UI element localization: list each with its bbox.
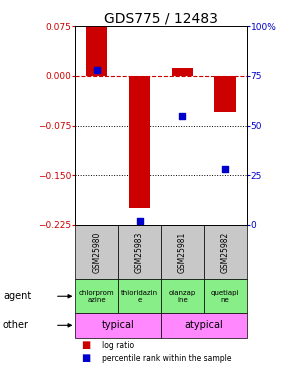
Text: atypical: atypical	[184, 320, 223, 330]
Bar	[75, 313, 161, 338]
Text: olanzap
ine: olanzap ine	[169, 290, 196, 303]
Text: other: other	[3, 320, 29, 330]
Bar	[118, 225, 161, 279]
Bar	[86, 26, 108, 76]
Title: GDS775 / 12483: GDS775 / 12483	[104, 11, 218, 25]
Bar	[75, 279, 118, 313]
Bar	[204, 279, 246, 313]
Point	[95, 67, 99, 73]
Bar	[161, 225, 204, 279]
Bar	[129, 76, 150, 208]
Text: agent: agent	[3, 291, 31, 301]
Bar	[204, 225, 246, 279]
Point	[180, 112, 185, 118]
Text: GSM25982: GSM25982	[221, 231, 230, 273]
Bar	[161, 313, 246, 338]
Bar	[172, 68, 193, 76]
Text: ■: ■	[81, 353, 90, 363]
Text: GSM25981: GSM25981	[178, 231, 187, 273]
Text: typical: typical	[102, 320, 135, 330]
Text: log ratio: log ratio	[102, 340, 134, 350]
Bar	[75, 225, 118, 279]
Text: GSM25980: GSM25980	[92, 231, 101, 273]
Text: ■: ■	[81, 340, 90, 350]
Text: chlorprom
azine: chlorprom azine	[79, 290, 115, 303]
Text: thioridazin
e: thioridazin e	[121, 290, 158, 303]
Bar	[161, 279, 204, 313]
Point	[223, 166, 227, 172]
Text: GSM25983: GSM25983	[135, 231, 144, 273]
Bar	[118, 279, 161, 313]
Text: percentile rank within the sample: percentile rank within the sample	[102, 354, 231, 363]
Point	[137, 218, 142, 224]
Text: quetiapi
ne: quetiapi ne	[211, 290, 239, 303]
Bar	[214, 76, 236, 112]
